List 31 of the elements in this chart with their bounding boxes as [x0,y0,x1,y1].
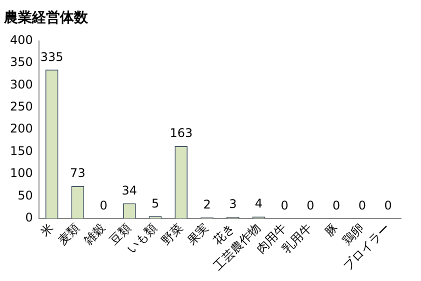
data-label: 4 [254,196,263,211]
data-label: 0 [358,198,366,213]
x-tick-label: 雑穀 [81,220,108,248]
y-tick-label: 100 [10,166,33,180]
y-tick-label: 200 [10,122,33,136]
x-tick-label: 豚 [322,220,341,240]
data-label: 0 [384,198,392,213]
x-tick-label: 麦類 [55,220,82,248]
chart-title: 農業経営体数 [3,10,89,26]
y-tick-label: 300 [10,77,33,92]
x-tick-label: 野菜 [158,220,186,248]
x-tick-label: 果実 [184,220,212,248]
y-tick-label: 0 [25,210,33,225]
data-label: 73 [70,166,86,180]
y-tick-label: 50 [18,188,33,202]
data-label: 34 [122,183,138,198]
data-label: 2 [203,198,211,212]
x-tick-label: 豆類 [106,220,134,248]
y-tick-label: 400 [10,32,33,47]
data-label: 3 [229,197,237,212]
data-label: 335 [40,50,64,64]
x-tick-label: 米 [38,220,56,240]
data-label: 0 [280,198,288,213]
data-label: 163 [170,126,193,140]
y-tick-label: 350 [10,55,33,70]
data-label: 0 [100,198,108,213]
data-label: 5 [151,196,160,210]
data-label: 0 [306,198,314,213]
data-label: 0 [332,198,340,213]
y-tick-label: 150 [10,144,33,158]
y-tick-label: 250 [10,100,33,114]
